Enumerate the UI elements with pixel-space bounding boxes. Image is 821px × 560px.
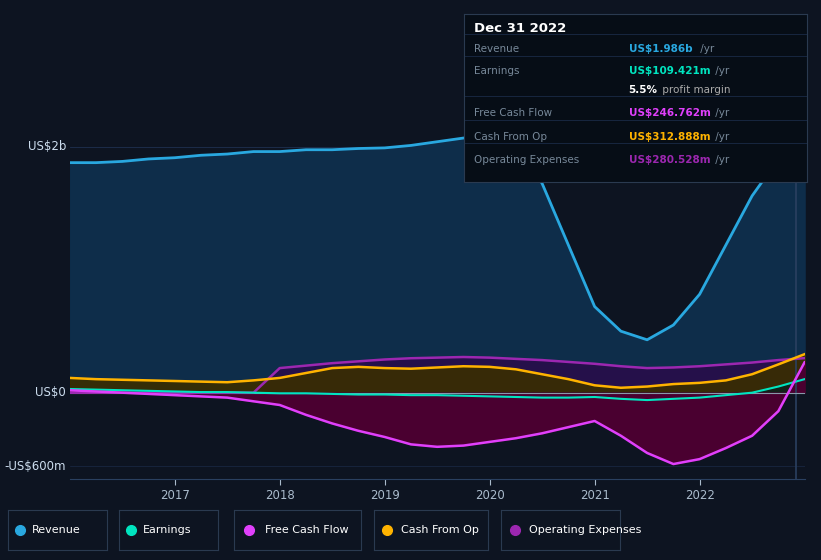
Text: Free Cash Flow: Free Cash Flow	[264, 525, 348, 535]
Text: Operating Expenses: Operating Expenses	[475, 155, 580, 165]
Text: Cash From Op: Cash From Op	[475, 132, 547, 142]
Text: /yr: /yr	[712, 108, 729, 118]
Text: Operating Expenses: Operating Expenses	[530, 525, 642, 535]
Text: profit margin: profit margin	[658, 85, 731, 95]
Text: /yr: /yr	[712, 132, 729, 142]
Text: Dec 31 2022: Dec 31 2022	[475, 22, 566, 35]
Text: 5.5%: 5.5%	[629, 85, 658, 95]
Text: Revenue: Revenue	[32, 525, 80, 535]
Text: Free Cash Flow: Free Cash Flow	[475, 108, 553, 118]
Text: US$280.528m: US$280.528m	[629, 155, 710, 165]
Text: US$1.986b: US$1.986b	[629, 44, 692, 54]
Text: US$109.421m: US$109.421m	[629, 66, 710, 76]
Text: US$312.888m: US$312.888m	[629, 132, 710, 142]
Text: /yr: /yr	[712, 155, 729, 165]
Text: Earnings: Earnings	[475, 66, 520, 76]
Text: Revenue: Revenue	[475, 44, 520, 54]
Text: Cash From Op: Cash From Op	[401, 525, 479, 535]
Text: /yr: /yr	[712, 66, 729, 76]
Text: /yr: /yr	[696, 44, 713, 54]
Text: US$2b: US$2b	[28, 140, 67, 153]
Text: Earnings: Earnings	[143, 525, 191, 535]
Text: US$0: US$0	[35, 386, 67, 399]
Text: -US$600m: -US$600m	[5, 460, 67, 473]
Text: US$246.762m: US$246.762m	[629, 108, 710, 118]
